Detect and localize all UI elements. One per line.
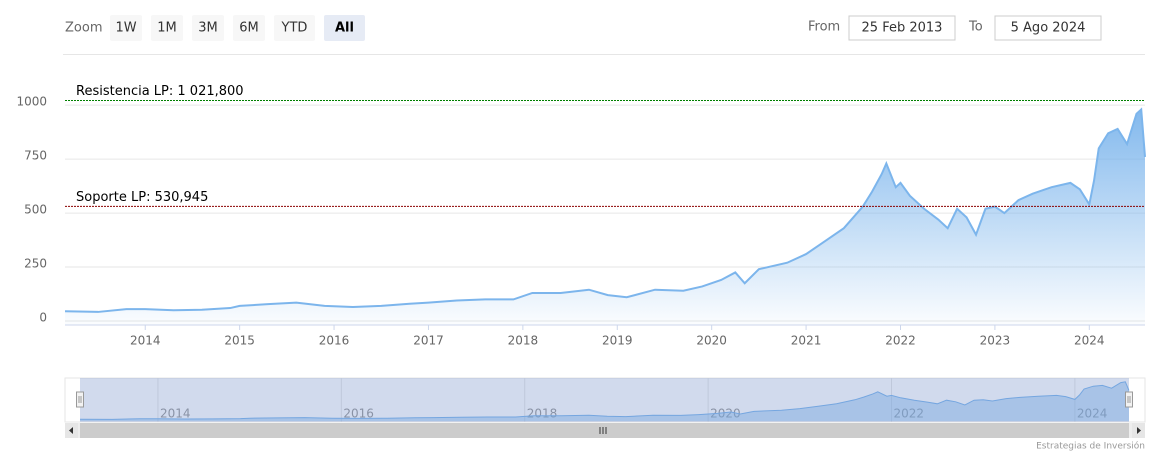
navigator-tick-label: 2024 (1077, 407, 1108, 421)
x-tick-label: 2016 (319, 334, 350, 348)
navigator-area (80, 381, 1129, 421)
x-tick-label: 2020 (696, 334, 727, 348)
x-tick-label: 2017 (413, 334, 444, 348)
x-tick-label: 2023 (980, 334, 1011, 348)
x-tick-label: 2022 (885, 334, 916, 348)
price-area (65, 109, 1145, 325)
navigator-handle[interactable] (1125, 391, 1133, 408)
navigator-line (79, 381, 1130, 420)
x-tick-label: 2014 (130, 334, 161, 348)
handle-grip (78, 396, 82, 403)
x-tick-label: 2021 (791, 334, 822, 348)
price-line (64, 107, 1146, 313)
zoom-button[interactable] (192, 15, 224, 41)
zoom-button-label[interactable]: 1W (115, 21, 136, 36)
zoom-button-label[interactable]: 3M (198, 21, 218, 36)
scrollbar-thumb[interactable] (80, 423, 1129, 438)
from-label: From (808, 20, 840, 35)
zoom-button[interactable] (151, 15, 183, 41)
x-tick-label: 2024 (1074, 334, 1105, 348)
y-tick-label: 500 (24, 203, 47, 217)
plot-line-label: Soporte LP: 530,945 (76, 190, 208, 205)
credits[interactable]: Estrategias de Inversión (1036, 441, 1145, 452)
y-tick-label: 250 (24, 257, 47, 271)
navigator-frame (64, 377, 1146, 423)
navigator-handle[interactable] (76, 391, 84, 408)
navigator-tick-label: 2020 (710, 407, 741, 421)
zoom-button[interactable] (274, 15, 315, 41)
navigator-tick-label: 2018 (527, 407, 558, 421)
plot-line-label: Resistencia LP: 1 021,800 (76, 84, 244, 99)
x-tick-label: 2018 (508, 334, 539, 348)
zoom-label: Zoom (65, 21, 102, 36)
arrow-left (69, 427, 73, 434)
navigator-mask (80, 378, 1129, 422)
navigator-tick-label: 2016 (343, 407, 374, 421)
zoom-button-label[interactable]: 6M (239, 21, 259, 36)
zoom-button[interactable] (110, 15, 142, 41)
zoom-button-label[interactable]: YTD (281, 21, 308, 36)
x-tick-label: 2019 (602, 334, 633, 348)
y-tick-label: 750 (24, 149, 47, 163)
y-tick-label: 1000 (16, 95, 47, 109)
zoom-button-label[interactable]: All (335, 21, 354, 36)
zoom-button[interactable] (324, 15, 365, 41)
zoom-button[interactable] (233, 15, 265, 41)
navigator-tick-label: 2014 (160, 407, 191, 421)
x-tick-label: 2015 (224, 334, 255, 348)
arrow-right (1137, 427, 1141, 434)
from-input[interactable] (848, 15, 956, 41)
handle-grip (1127, 396, 1131, 403)
to-input[interactable] (994, 15, 1102, 41)
scrollbar-grip (599, 427, 607, 434)
to-date[interactable]: 5 Ago 2024 (1011, 21, 1086, 36)
navigator-tick-label: 2022 (894, 407, 925, 421)
zoom-button-label[interactable]: 1M (157, 21, 177, 36)
y-tick-label: 0 (39, 311, 47, 325)
to-label: To (968, 20, 983, 35)
from-date[interactable]: 25 Feb 2013 (862, 21, 943, 36)
